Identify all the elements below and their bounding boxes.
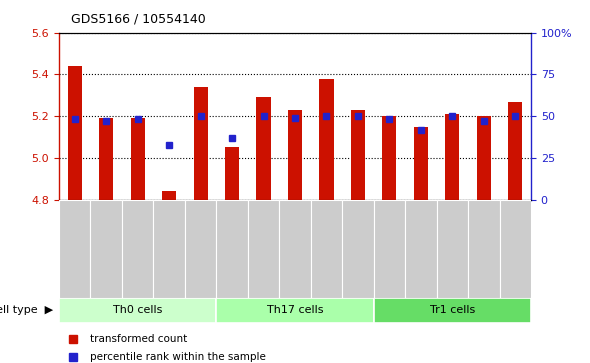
Bar [279,200,311,298]
Bar [217,298,373,323]
Bar [437,200,468,298]
Bar [130,118,145,200]
Text: Tr1 cells: Tr1 cells [430,305,475,315]
Bar [468,200,500,298]
Bar [122,200,153,298]
Bar [288,110,302,200]
Bar [162,191,176,200]
Bar [477,116,491,200]
Bar [90,200,122,298]
Bar [248,200,279,298]
Text: percentile rank within the sample: percentile rank within the sample [90,352,266,362]
Bar [311,200,342,298]
Bar [319,78,333,200]
Bar [185,200,217,298]
Bar [414,127,428,200]
Bar [373,298,531,323]
Bar [382,116,396,200]
Bar [225,147,239,200]
Text: Th17 cells: Th17 cells [267,305,323,315]
Bar [194,87,208,200]
Bar [445,114,460,200]
Bar [257,97,271,200]
Text: cell type  ▶: cell type ▶ [0,305,53,315]
Bar [68,66,82,200]
Bar [373,200,405,298]
Text: GDS5166 / 10554140: GDS5166 / 10554140 [71,12,205,25]
Text: transformed count: transformed count [90,334,187,344]
Bar [99,118,113,200]
Bar [500,200,531,298]
Bar [351,110,365,200]
Bar [153,200,185,298]
Bar [59,200,90,298]
Text: Th0 cells: Th0 cells [113,305,162,315]
Bar [508,102,522,200]
Bar [59,298,217,323]
Bar [405,200,437,298]
Bar [342,200,373,298]
Bar [217,200,248,298]
